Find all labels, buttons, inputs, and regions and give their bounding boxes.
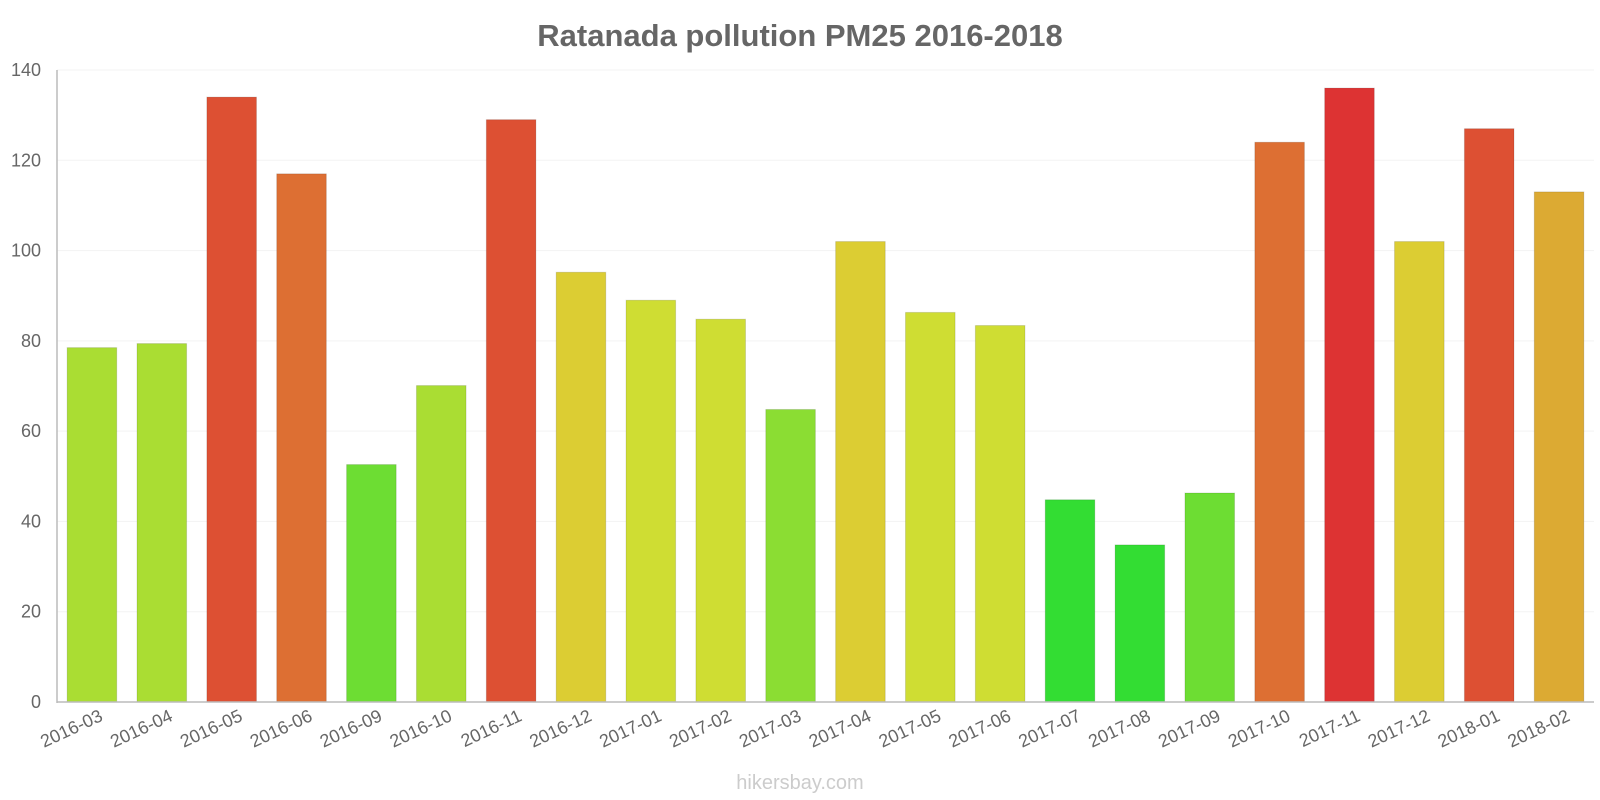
x-axis-tick-labels: 2016-03 2016-04 2016-05 2016-06 2016-09 2016-… — [37, 705, 1572, 751]
x-tick-label: 2017-07 — [1015, 705, 1083, 751]
x-tick-label: 2017-06 — [946, 705, 1014, 751]
bar — [1533, 191, 1585, 703]
x-tick-label: 2016-06 — [247, 705, 315, 751]
bar — [1044, 499, 1096, 703]
chart-title: Ratanada pollution PM25 2016-2018 — [537, 18, 1062, 53]
bar — [1114, 544, 1166, 703]
bar — [555, 271, 607, 703]
bar — [695, 318, 747, 703]
x-tick-label: 2017-04 — [806, 705, 874, 751]
bars — [66, 87, 1585, 703]
x-tick-label: 2016-04 — [107, 705, 175, 751]
bar — [1463, 128, 1515, 703]
y-tick-label: 60 — [21, 421, 41, 441]
x-tick-label: 2017-09 — [1155, 705, 1223, 751]
x-tick-label: 2016-09 — [317, 705, 385, 751]
bar — [625, 299, 677, 703]
x-tick-label: 2017-10 — [1225, 705, 1293, 751]
y-tick-label: 0 — [31, 692, 41, 712]
axes — [56, 70, 1594, 703]
x-tick-label: 2017-01 — [596, 705, 664, 751]
bar — [415, 385, 467, 703]
x-tick-label: 2018-02 — [1504, 705, 1572, 751]
x-tick-label: 2017-05 — [876, 705, 944, 751]
x-tick-label: 2017-11 — [1296, 705, 1363, 750]
y-tick-label: 20 — [21, 602, 41, 622]
bar — [66, 347, 118, 703]
watermark: hikersbay.com — [736, 772, 863, 794]
x-tick-label: 2016-03 — [37, 705, 105, 751]
bar — [765, 408, 816, 703]
bar — [136, 343, 188, 703]
bar — [904, 311, 956, 703]
x-tick-label: 2017-12 — [1365, 705, 1433, 751]
x-tick-label: 2016-12 — [526, 705, 594, 751]
bar — [276, 173, 327, 703]
y-axis-tick-labels: 0 20 40 60 80 100 120 140 — [11, 60, 41, 712]
y-tick-label: 120 — [11, 150, 41, 170]
bar — [1324, 87, 1375, 703]
bar — [1184, 492, 1236, 703]
bar — [1394, 241, 1445, 703]
bar — [974, 325, 1026, 703]
y-tick-label: 80 — [21, 331, 41, 351]
x-tick-label: 2018-01 — [1435, 705, 1503, 751]
bar — [835, 241, 886, 703]
x-tick-label: 2017-08 — [1085, 705, 1153, 751]
bar — [1254, 141, 1305, 703]
bar — [206, 96, 257, 703]
bar — [485, 119, 537, 703]
x-tick-label: 2016-10 — [387, 705, 455, 751]
y-tick-label: 40 — [21, 511, 41, 531]
x-tick-label: 2016-05 — [177, 705, 245, 751]
y-tick-label: 140 — [11, 60, 41, 80]
bar — [346, 464, 397, 703]
x-tick-label: 2016-11 — [458, 705, 525, 750]
x-tick-label: 2017-02 — [666, 705, 734, 751]
x-tick-label: 2017-03 — [736, 705, 804, 751]
y-tick-label: 100 — [11, 241, 41, 261]
